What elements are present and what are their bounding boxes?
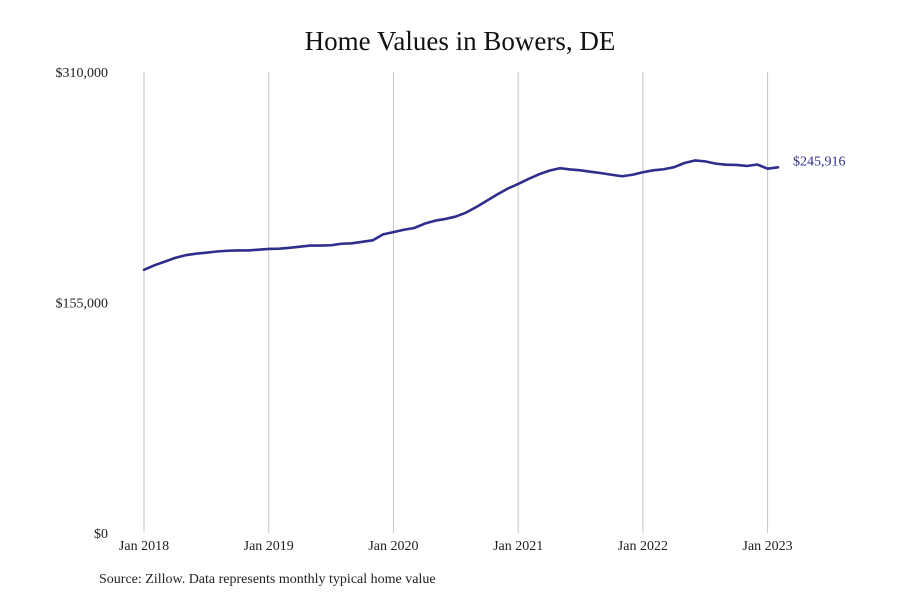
home-value-line xyxy=(142,159,780,272)
x-tick-label: Jan 2021 xyxy=(493,539,543,554)
y-axis-ticks: $0 $155,000 $310,000 xyxy=(56,66,109,542)
x-axis-ticks: Jan 2018 Jan 2019 Jan 2020 Jan 2021 Jan 2022… xyxy=(119,539,793,554)
x-tick-label: Jan 2018 xyxy=(119,539,169,554)
source-note: Source: Zillow. Data represents monthly … xyxy=(99,572,436,587)
x-tick-label: Jan 2023 xyxy=(743,539,793,554)
chart-title: Home Values in Bowers, DE xyxy=(304,26,616,56)
end-value-label: $245,916 xyxy=(793,154,846,169)
x-tick-label: Jan 2019 xyxy=(244,539,294,554)
vertical-grid xyxy=(143,72,769,533)
x-tick-label: Jan 2020 xyxy=(368,539,418,554)
y-tick-label: $310,000 xyxy=(56,66,109,81)
y-tick-label: $155,000 xyxy=(56,297,109,312)
y-tick-label: $0 xyxy=(94,527,108,542)
x-tick-label: Jan 2022 xyxy=(618,539,668,554)
